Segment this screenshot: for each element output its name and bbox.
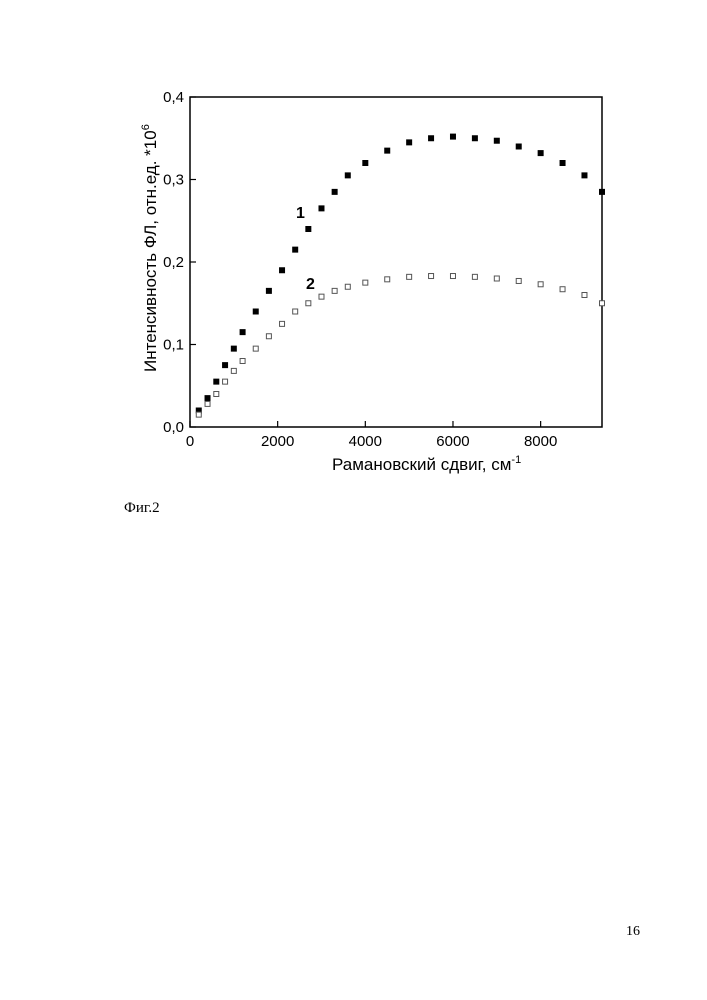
series-2 (196, 274, 604, 418)
x-tick-label: 2000 (261, 433, 294, 450)
series-2-point (214, 392, 219, 397)
x-axis-title: Рамановский сдвиг, см-1 (332, 454, 521, 474)
series-2-point (266, 334, 271, 339)
series-2-point (407, 274, 412, 279)
series-1-point (581, 172, 587, 178)
series-2-point (538, 282, 543, 287)
series-1-point (253, 309, 259, 315)
series-2-point (385, 277, 390, 282)
series-1-point (516, 144, 522, 150)
series-1-point (345, 172, 351, 178)
series-2-point (363, 280, 368, 285)
series-2-label: 2 (306, 276, 315, 293)
y-tick-label: 0,3 (163, 172, 184, 189)
plot-frame (190, 97, 602, 427)
series-2-point (560, 287, 565, 292)
y-tick-label: 0,1 (163, 337, 184, 354)
series-1-point (472, 135, 478, 141)
series-2-point (293, 309, 298, 314)
series-2-point (253, 346, 258, 351)
series-1-point (213, 379, 219, 385)
series-1-point (222, 362, 228, 368)
series-2-point (332, 288, 337, 293)
series-2-point (205, 401, 210, 406)
series-2-point (600, 301, 605, 306)
x-tick-label: 0 (186, 433, 194, 450)
series-1-point (494, 138, 500, 144)
series-1-point (205, 395, 211, 401)
series-1-point (560, 160, 566, 166)
series-1-point (240, 329, 246, 335)
series-2-point (196, 412, 201, 417)
page-number: 16 (626, 924, 640, 940)
series-2-point (582, 293, 587, 298)
series-2-point (345, 284, 350, 289)
x-tick-label: 6000 (436, 433, 469, 450)
series-2-point (450, 274, 455, 279)
series-2-point (494, 276, 499, 281)
x-tick-label: 4000 (349, 433, 382, 450)
series-1-point (279, 267, 285, 273)
series-1-point (318, 205, 324, 211)
y-tick-label: 0,0 (163, 419, 184, 436)
series-1-point (292, 247, 298, 253)
series-2-point (223, 379, 228, 384)
series-1-point (599, 189, 605, 195)
series-2-point (231, 368, 236, 373)
series-1-point (538, 150, 544, 156)
data-marks (196, 134, 605, 418)
series-2-point (319, 294, 324, 299)
series-1-label: 1 (296, 205, 305, 222)
series-1-point (450, 134, 456, 140)
series-1-point (384, 148, 390, 154)
y-tick-label: 0,4 (163, 89, 184, 106)
series-1-point (231, 346, 237, 352)
series-1 (196, 134, 605, 414)
x-tick-label: 8000 (524, 433, 557, 450)
series-2-point (280, 321, 285, 326)
series-1-point (406, 139, 412, 145)
series-2-point (429, 274, 434, 279)
series-1-point (428, 135, 434, 141)
series-2-point (472, 274, 477, 279)
y-tick-label: 0,2 (163, 254, 184, 271)
series-2-point (306, 301, 311, 306)
series-1-point (362, 160, 368, 166)
series-1-point (305, 226, 311, 232)
figure-caption: Фиг.2 (124, 500, 160, 517)
series-2-point (516, 278, 521, 283)
series-1-point (266, 288, 272, 294)
series-2-point (240, 359, 245, 364)
y-axis-title: Интенсивность ФЛ, отн.ед. *106 (140, 124, 160, 372)
series-1-point (332, 189, 338, 195)
